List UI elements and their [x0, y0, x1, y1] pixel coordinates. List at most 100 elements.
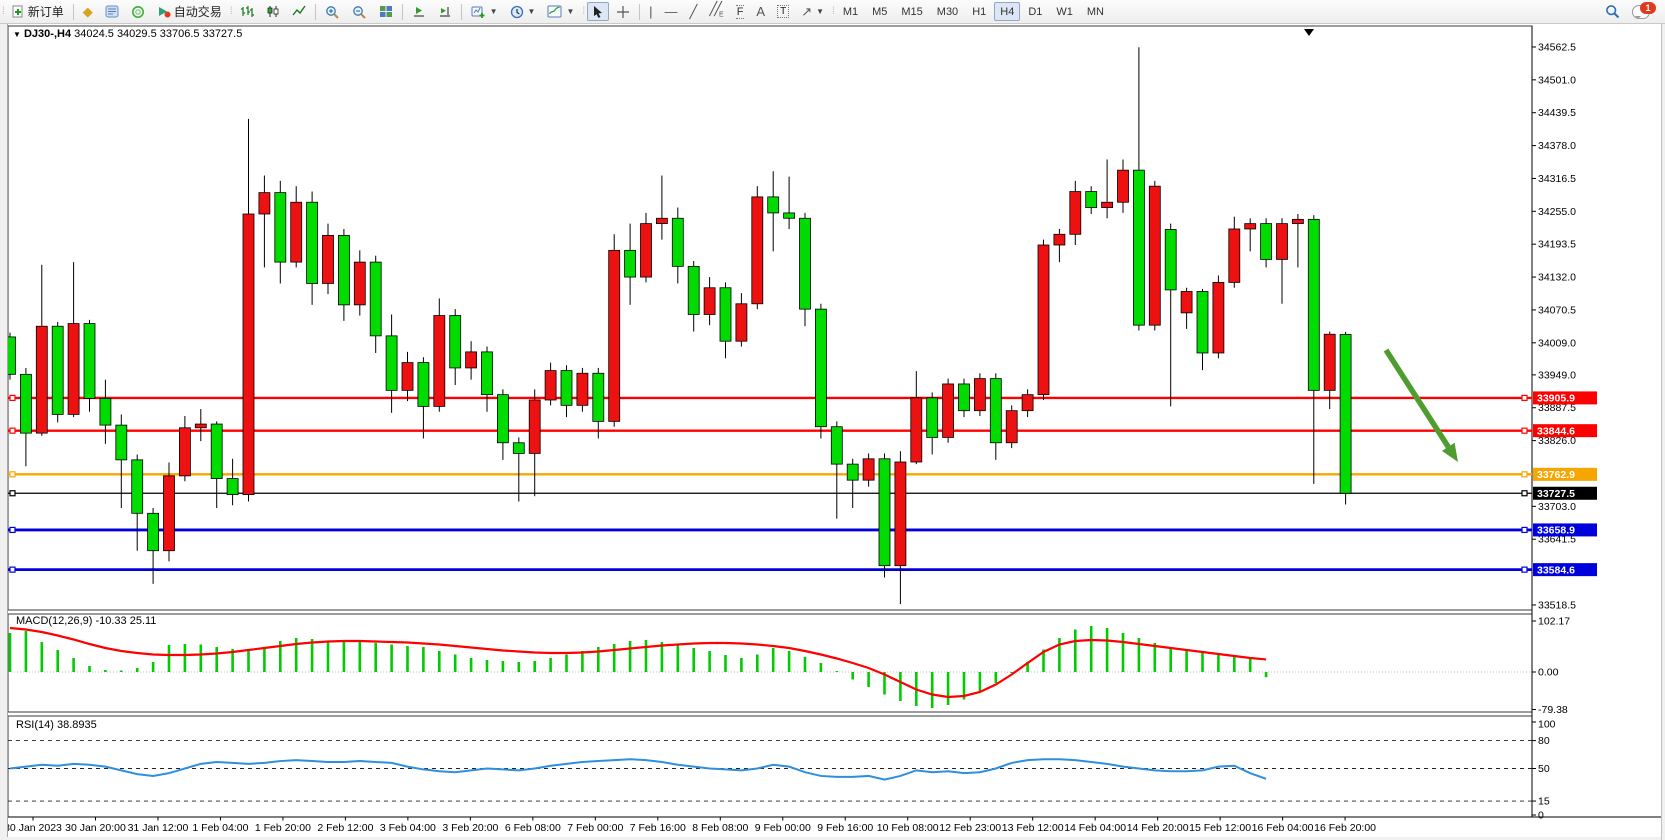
candle-bear: [687, 265, 700, 315]
candle-bull: [862, 458, 875, 481]
candle-bull: [1180, 291, 1193, 314]
cursor-tool-button[interactable]: [587, 2, 610, 21]
arrows-tool-button[interactable]: ↗ ▼: [796, 2, 829, 21]
candlestick-mode-button[interactable]: [261, 2, 285, 21]
timeframe-M5[interactable]: M5: [866, 2, 893, 21]
market-watch-button[interactable]: ◆: [78, 2, 98, 21]
time-axis-label: 1 Feb 20:00: [255, 822, 311, 834]
auto-scroll-button[interactable]: [407, 2, 431, 21]
level-handle[interactable]: [9, 427, 16, 434]
zoom-in-button[interactable]: [320, 2, 345, 21]
level-handle[interactable]: [1521, 526, 1528, 534]
data-window-button[interactable]: [100, 2, 124, 21]
timeframe-M30[interactable]: M30: [931, 2, 964, 21]
timeframe-H1[interactable]: H1: [966, 2, 992, 21]
horizontal-line-tool-button[interactable]: —: [660, 2, 683, 21]
chart-collapse-icon[interactable]: ▼: [13, 30, 21, 39]
chart-shift-icon: [438, 5, 452, 18]
level-handle[interactable]: [9, 394, 16, 402]
level-handle[interactable]: [9, 471, 16, 478]
period-selector-button[interactable]: ▼: [505, 2, 541, 21]
candle-bear: [846, 463, 859, 481]
price-tick-label: 34070.5: [1538, 304, 1576, 316]
level-handle[interactable]: [9, 490, 16, 497]
candle-bull: [163, 475, 175, 552]
candle-bear: [115, 424, 128, 461]
price-tick-label: 34009.0: [1538, 337, 1576, 349]
chevron-down-icon: ▼: [489, 7, 498, 16]
fibonacci-tool-button[interactable]: F: [731, 2, 750, 21]
channel-tool-button[interactable]: ╱╱E: [704, 2, 728, 21]
separator: [460, 3, 462, 20]
new-order-button[interactable]: 新订单: [7, 2, 69, 21]
timeframe-MN[interactable]: MN: [1081, 2, 1110, 21]
timeframe-D1[interactable]: D1: [1022, 2, 1048, 21]
fibonacci-icon: F: [735, 4, 745, 19]
candle-bear: [624, 249, 636, 278]
navigator-button[interactable]: [126, 2, 150, 21]
auto-trading-icon: [157, 5, 171, 18]
rsi-tick-label: 100: [1538, 719, 1556, 731]
text-label-tool-button[interactable]: T: [772, 2, 794, 21]
level-handle[interactable]: [1521, 490, 1528, 497]
candle-bull: [735, 303, 748, 342]
trend-arrow-annotation[interactable]: [1383, 348, 1451, 449]
toolbar-drag-handle: ⁞: [832, 6, 835, 17]
candle-bear: [815, 308, 827, 428]
level-handle[interactable]: [1521, 394, 1528, 402]
crosshair-tool-button[interactable]: [611, 2, 635, 21]
zoom-out-icon: [352, 5, 367, 19]
zoom-out-button[interactable]: [347, 2, 372, 21]
chevron-down-icon: ▼: [816, 7, 825, 16]
level-handle[interactable]: [1521, 427, 1528, 434]
candle-bear: [799, 217, 811, 310]
candle-bull: [433, 315, 446, 407]
candle-bull: [576, 372, 589, 406]
tile-windows-button[interactable]: [374, 2, 398, 21]
level-handle[interactable]: [1521, 566, 1528, 573]
notification-badge: 1: [1640, 1, 1656, 14]
chart-shift-marker[interactable]: [1304, 29, 1314, 36]
search-icon: [1605, 4, 1620, 19]
candle-bull: [1053, 233, 1066, 246]
candle-bear: [496, 394, 509, 444]
level-handle[interactable]: [9, 566, 16, 573]
chart-shift-button[interactable]: [433, 2, 457, 21]
text-tool-button[interactable]: A: [751, 2, 770, 21]
time-axis-label: 30 Jan 20:00: [65, 822, 126, 834]
indicators-button[interactable]: ▼: [542, 2, 579, 21]
timeframe-M15[interactable]: M15: [895, 2, 928, 21]
chat-bubble-icon: 1: [1632, 1, 1656, 19]
new-order-icon: [12, 5, 25, 18]
notifications-button[interactable]: 1: [1627, 1, 1656, 21]
trendline-tool-button[interactable]: ╱: [685, 2, 703, 21]
candle-bull: [1228, 228, 1241, 283]
bar-chart-mode-button[interactable]: [235, 2, 259, 21]
rsi-tick-label: 80: [1538, 735, 1550, 747]
window-left-edge: [0, 24, 8, 840]
auto-trading-button[interactable]: 自动交易: [152, 2, 227, 21]
price-badge-label: 33727.5: [1537, 488, 1575, 500]
line-chart-icon: [292, 5, 306, 18]
time-axis-label: 12 Feb 23:00: [939, 822, 1001, 834]
price-tick-label: 34439.5: [1538, 107, 1576, 119]
price-tick-label: 34193.5: [1538, 239, 1576, 251]
time-axis-label: 14 Feb 20:00: [1127, 822, 1189, 834]
candle-bear: [1260, 223, 1272, 260]
timeframe-M1[interactable]: M1: [837, 2, 864, 21]
search-button[interactable]: [1600, 2, 1625, 21]
level-handle[interactable]: [1521, 471, 1528, 478]
new-chart-button[interactable]: ▼: [466, 2, 503, 21]
timeframe-W1[interactable]: W1: [1050, 2, 1079, 21]
rsi-indicator-label: RSI(14) 38.8935: [16, 719, 97, 731]
level-handle[interactable]: [9, 526, 16, 534]
candle-bear: [1196, 291, 1209, 354]
vertical-line-tool-button[interactable]: |: [644, 2, 657, 21]
timeframe-H4[interactable]: H4: [994, 2, 1021, 21]
macd-indicator-label: MACD(12,26,9) -10.33 25.11: [16, 615, 157, 627]
candle-bull: [178, 427, 191, 477]
price-tick-label: 33826.0: [1538, 435, 1576, 447]
line-chart-mode-button[interactable]: [287, 2, 311, 21]
trendline-icon: ╱: [689, 4, 698, 19]
